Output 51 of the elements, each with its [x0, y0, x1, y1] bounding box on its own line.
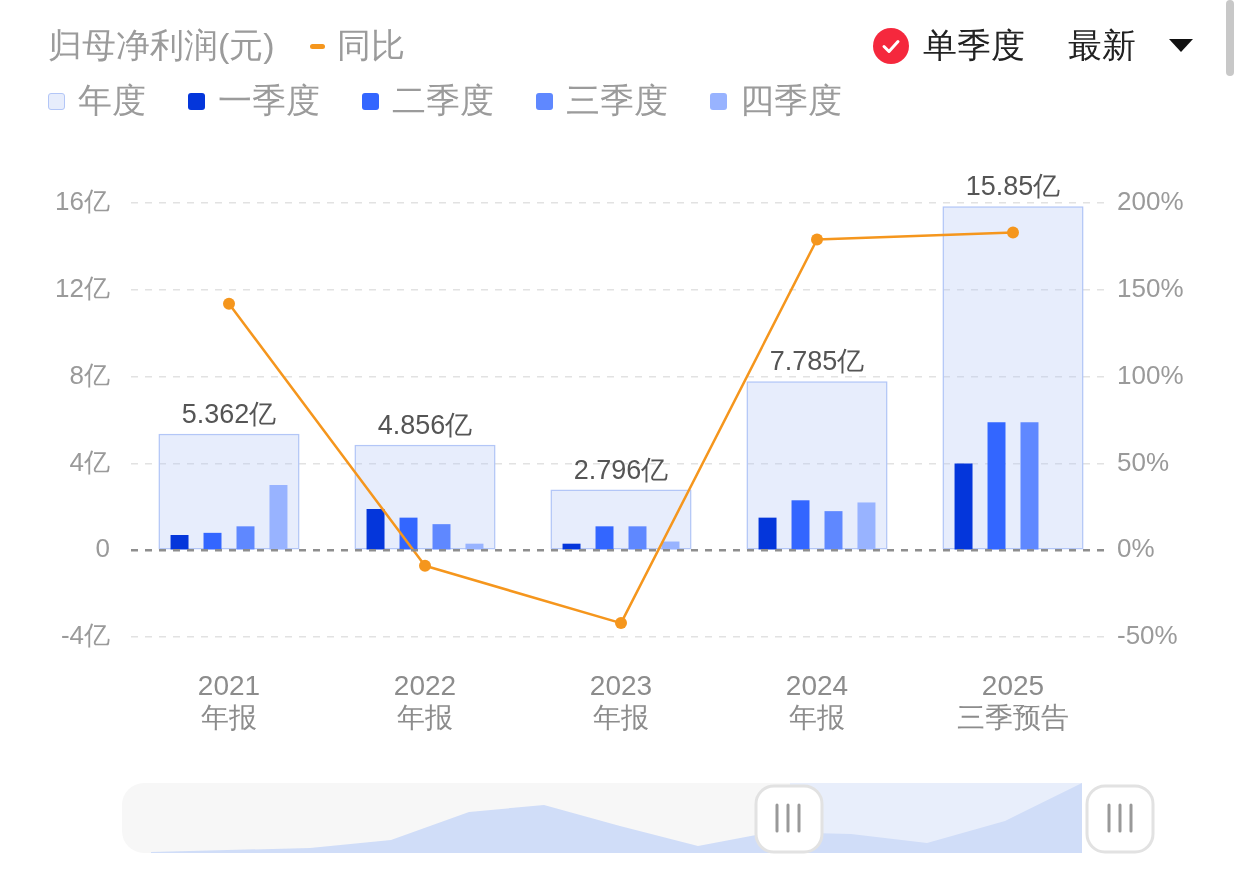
y2-tick-label: 150% [1117, 272, 1184, 303]
legend-label: 三季度 [566, 80, 668, 121]
point [223, 297, 235, 310]
x-tick-label: 2023 年报 [589, 669, 653, 734]
y2-tick-label: -50% [1117, 620, 1178, 651]
y2-tick-label: 100% [1117, 359, 1184, 390]
bar [432, 524, 451, 550]
y2-tick-label: 50% [1117, 446, 1170, 477]
bar [170, 535, 189, 550]
text: 最新 [1068, 25, 1136, 66]
data-label: 15.85亿 [965, 171, 1061, 202]
point [811, 233, 823, 246]
bar [824, 511, 843, 550]
x-tick-label: 2025 三季预告 [957, 669, 1069, 734]
y-tick-label: 4亿 [69, 446, 110, 477]
y2-tick-label: 200% [1117, 186, 1184, 217]
bar [236, 526, 255, 550]
bar [987, 422, 1006, 550]
y-tick-label: -4亿 [60, 620, 110, 651]
x-tick-label: 2021 年报 [197, 669, 261, 734]
bar [203, 532, 222, 550]
bar [595, 526, 614, 550]
legend-label: 二季度 [392, 80, 494, 121]
data-label: 4.856亿 [377, 409, 473, 440]
legend-label: 四季度 [740, 80, 842, 121]
bar [954, 463, 973, 550]
bar [628, 526, 647, 550]
text: 单季度 [923, 25, 1025, 66]
x-tick-label: 2024 年报 [785, 669, 849, 734]
point [419, 559, 431, 572]
y-tick-label: 12亿 [55, 272, 110, 303]
y2-tick-label: 0% [1117, 533, 1155, 564]
bar [857, 502, 876, 550]
chart-title: 归母净利润(元) [48, 25, 275, 66]
point [615, 617, 627, 630]
bar [791, 500, 810, 550]
legend-label: 年度 [78, 80, 146, 121]
bar [269, 485, 288, 550]
data-label: 7.785亿 [769, 346, 865, 377]
y-tick-label: 16亿 [55, 186, 110, 217]
data-label: 2.796亿 [573, 454, 669, 485]
legend-label: 同比 [336, 25, 405, 66]
data-label: 5.362亿 [181, 398, 277, 429]
bar [1020, 422, 1039, 550]
legend-label: 一季度 [218, 80, 320, 121]
bar [758, 517, 777, 550]
y-tick-label: 0 [95, 533, 110, 564]
point [1007, 226, 1019, 239]
bar [366, 508, 385, 550]
y-tick-label: 8亿 [69, 359, 110, 390]
x-tick-label: 2022 年报 [393, 669, 457, 734]
